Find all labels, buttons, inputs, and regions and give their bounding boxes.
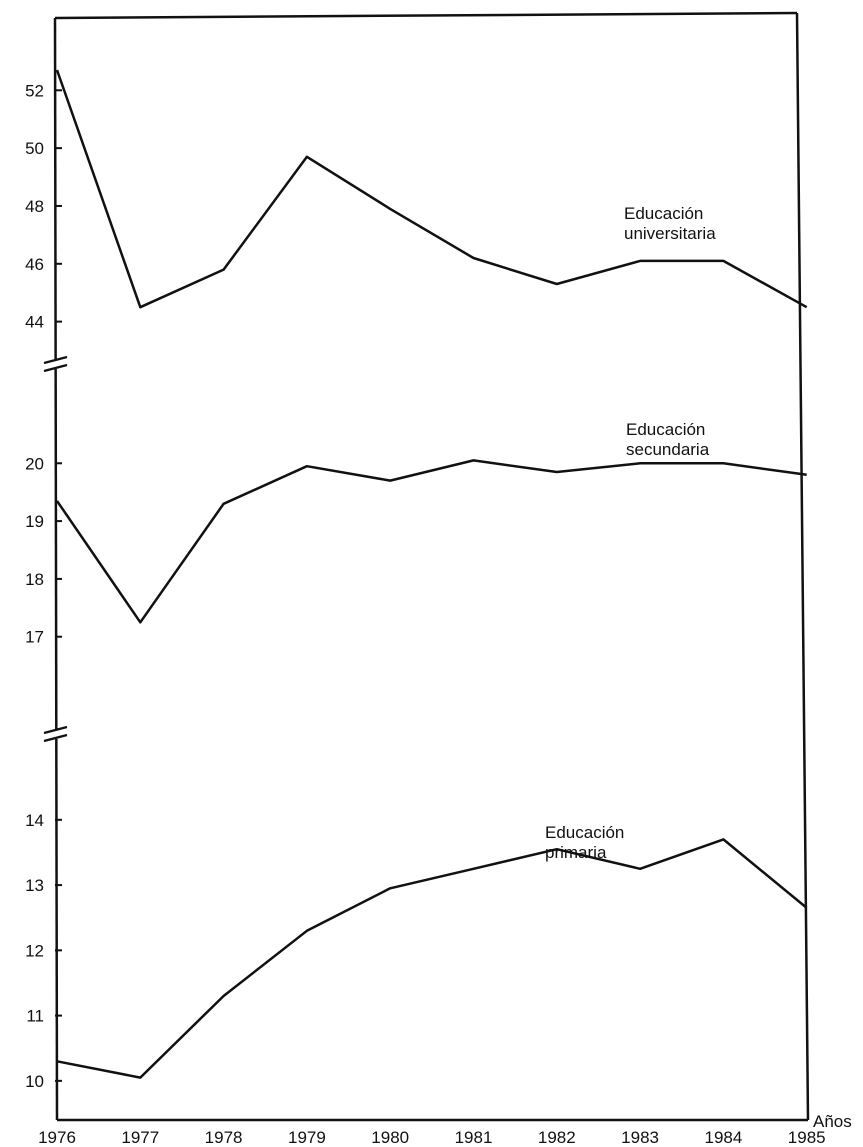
break-mark-line <box>43 355 68 365</box>
y-tick-label: 20 <box>25 454 44 473</box>
break-mark-line <box>43 363 68 373</box>
series-labels: Educación universitaria Educación secundari… <box>545 204 716 862</box>
y-tick-label: 14 <box>25 811 44 830</box>
x-tick-label: 1984 <box>704 1128 742 1147</box>
y-tick-label: 19 <box>25 512 44 531</box>
x-tick-label: 1981 <box>455 1128 493 1147</box>
y-axis <box>53 17 59 1121</box>
x-tick-labels: 1976 1977 1978 1979 1980 1981 1982 1983 1984 1985 <box>38 1128 826 1147</box>
y-tick-labels: 44 46 48 50 52 17 18 19 20 10 11 12 13 14 <box>25 81 62 1091</box>
x-tick-label: 1976 <box>38 1128 76 1147</box>
x-tick-label: 1979 <box>288 1128 326 1147</box>
y-tick-label: 11 <box>26 1007 44 1026</box>
top-border <box>54 11 798 20</box>
axes <box>53 11 810 1122</box>
x-axis-label: Años <box>813 1112 852 1131</box>
x-tick-label: 1983 <box>621 1128 659 1147</box>
series-line <box>55 69 808 309</box>
y-tick-label: 44 <box>25 313 44 332</box>
x-tick-label: 1977 <box>121 1128 159 1147</box>
x-tick-label: 1982 <box>538 1128 576 1147</box>
y-tick-label: 50 <box>25 139 44 158</box>
y-tick-label: 12 <box>25 941 44 960</box>
y-tick-label: 10 <box>25 1072 44 1091</box>
break-mark-line <box>43 733 68 743</box>
y-tick-label: 17 <box>25 628 44 647</box>
y-tick-label: 48 <box>25 197 44 216</box>
series-line <box>55 459 807 624</box>
series-line <box>56 838 808 1079</box>
right-border <box>795 12 810 1121</box>
x-tick-label: 1978 <box>205 1128 243 1147</box>
break-mark-line <box>43 725 68 735</box>
series-label: Educación primaria <box>545 823 624 862</box>
break-gap <box>44 359 68 369</box>
x-tick-label: 1980 <box>371 1128 409 1147</box>
y-tick-label: 18 <box>25 570 44 589</box>
break-gap <box>44 729 68 739</box>
y-tick-label: 13 <box>25 876 44 895</box>
axis-break-marks <box>43 355 68 743</box>
series-lines <box>55 69 808 1079</box>
series-label: Educación secundaria <box>626 420 710 459</box>
y-tick-label: 46 <box>25 255 44 274</box>
series-label: Educación universitaria <box>624 204 716 243</box>
x-tick-label: 1985 <box>788 1128 826 1147</box>
y-tick-label: 52 <box>25 81 44 100</box>
